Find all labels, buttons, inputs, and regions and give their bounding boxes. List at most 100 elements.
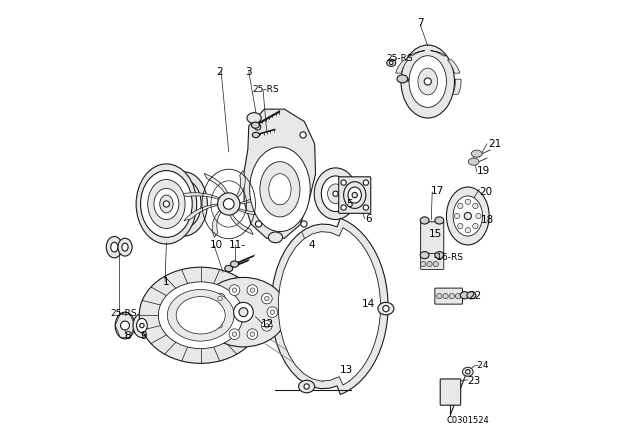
Ellipse shape: [158, 282, 243, 349]
Ellipse shape: [136, 319, 147, 332]
Circle shape: [363, 180, 369, 185]
Polygon shape: [453, 79, 461, 95]
Text: 22: 22: [468, 291, 481, 301]
Ellipse shape: [435, 252, 444, 259]
Circle shape: [341, 205, 346, 210]
Polygon shape: [409, 51, 425, 56]
Circle shape: [427, 261, 432, 267]
Circle shape: [390, 61, 393, 65]
Circle shape: [262, 293, 272, 304]
Circle shape: [301, 221, 307, 227]
Ellipse shape: [252, 132, 259, 138]
Polygon shape: [180, 193, 221, 200]
Ellipse shape: [435, 217, 444, 224]
Circle shape: [473, 224, 478, 229]
Circle shape: [262, 320, 272, 331]
Ellipse shape: [468, 158, 479, 165]
Text: 6: 6: [365, 214, 372, 224]
Ellipse shape: [225, 265, 233, 271]
Text: 4: 4: [309, 241, 316, 250]
Ellipse shape: [176, 193, 192, 215]
Text: 17: 17: [431, 185, 444, 196]
Ellipse shape: [387, 59, 396, 66]
Text: 2: 2: [217, 67, 223, 77]
Circle shape: [270, 310, 275, 314]
Circle shape: [250, 332, 255, 336]
Circle shape: [214, 320, 225, 331]
Ellipse shape: [118, 238, 132, 256]
Text: 12: 12: [261, 319, 275, 329]
Ellipse shape: [453, 196, 483, 236]
Circle shape: [464, 212, 472, 220]
Circle shape: [455, 293, 461, 299]
Text: 14: 14: [362, 299, 376, 309]
Ellipse shape: [269, 174, 291, 205]
Circle shape: [420, 261, 426, 267]
Ellipse shape: [136, 164, 196, 244]
Polygon shape: [447, 60, 460, 73]
Circle shape: [218, 193, 240, 215]
Circle shape: [473, 203, 478, 209]
Circle shape: [264, 323, 269, 328]
Text: 13: 13: [340, 365, 353, 375]
Ellipse shape: [106, 237, 122, 258]
Ellipse shape: [321, 176, 350, 211]
Ellipse shape: [111, 242, 118, 252]
Circle shape: [214, 293, 225, 304]
FancyBboxPatch shape: [440, 379, 461, 405]
Circle shape: [181, 201, 188, 207]
Ellipse shape: [344, 182, 366, 208]
Text: 9: 9: [141, 331, 147, 341]
Ellipse shape: [160, 195, 173, 213]
Circle shape: [229, 329, 240, 340]
Circle shape: [443, 293, 448, 299]
Circle shape: [465, 199, 470, 204]
Ellipse shape: [176, 297, 225, 334]
Ellipse shape: [420, 217, 429, 224]
Text: 10: 10: [209, 241, 223, 250]
Text: 23: 23: [467, 376, 480, 386]
Ellipse shape: [230, 261, 239, 267]
Text: -24: -24: [475, 361, 490, 370]
Circle shape: [476, 213, 481, 219]
Text: 25-RS: 25-RS: [111, 310, 138, 319]
Circle shape: [239, 308, 248, 317]
Ellipse shape: [141, 171, 192, 237]
Text: 5: 5: [346, 199, 353, 209]
Ellipse shape: [268, 232, 283, 243]
Polygon shape: [204, 173, 228, 197]
Text: 21: 21: [488, 139, 502, 149]
Polygon shape: [271, 218, 388, 395]
Circle shape: [458, 203, 463, 209]
Ellipse shape: [252, 122, 259, 128]
Polygon shape: [240, 187, 274, 204]
Text: 11-: 11-: [229, 241, 246, 250]
Ellipse shape: [115, 312, 135, 339]
Circle shape: [264, 296, 269, 301]
Polygon shape: [228, 211, 253, 234]
Circle shape: [229, 285, 240, 296]
Text: 3: 3: [245, 67, 252, 77]
Polygon shape: [237, 208, 278, 215]
Circle shape: [465, 370, 470, 374]
Text: 1: 1: [163, 277, 170, 287]
Ellipse shape: [140, 267, 262, 363]
Ellipse shape: [418, 68, 438, 95]
Ellipse shape: [167, 180, 201, 228]
FancyBboxPatch shape: [435, 288, 463, 304]
Circle shape: [212, 310, 217, 314]
Circle shape: [333, 191, 339, 196]
Circle shape: [120, 321, 129, 330]
Circle shape: [209, 307, 220, 318]
Text: 19: 19: [477, 167, 490, 177]
Circle shape: [250, 288, 255, 293]
FancyBboxPatch shape: [420, 222, 444, 254]
Circle shape: [267, 307, 278, 318]
Text: -16-RS: -16-RS: [433, 253, 463, 262]
Ellipse shape: [250, 147, 310, 232]
Circle shape: [247, 329, 258, 340]
Circle shape: [247, 285, 258, 296]
Circle shape: [436, 293, 442, 299]
Ellipse shape: [460, 292, 469, 299]
Text: 25-RS: 25-RS: [252, 85, 279, 94]
